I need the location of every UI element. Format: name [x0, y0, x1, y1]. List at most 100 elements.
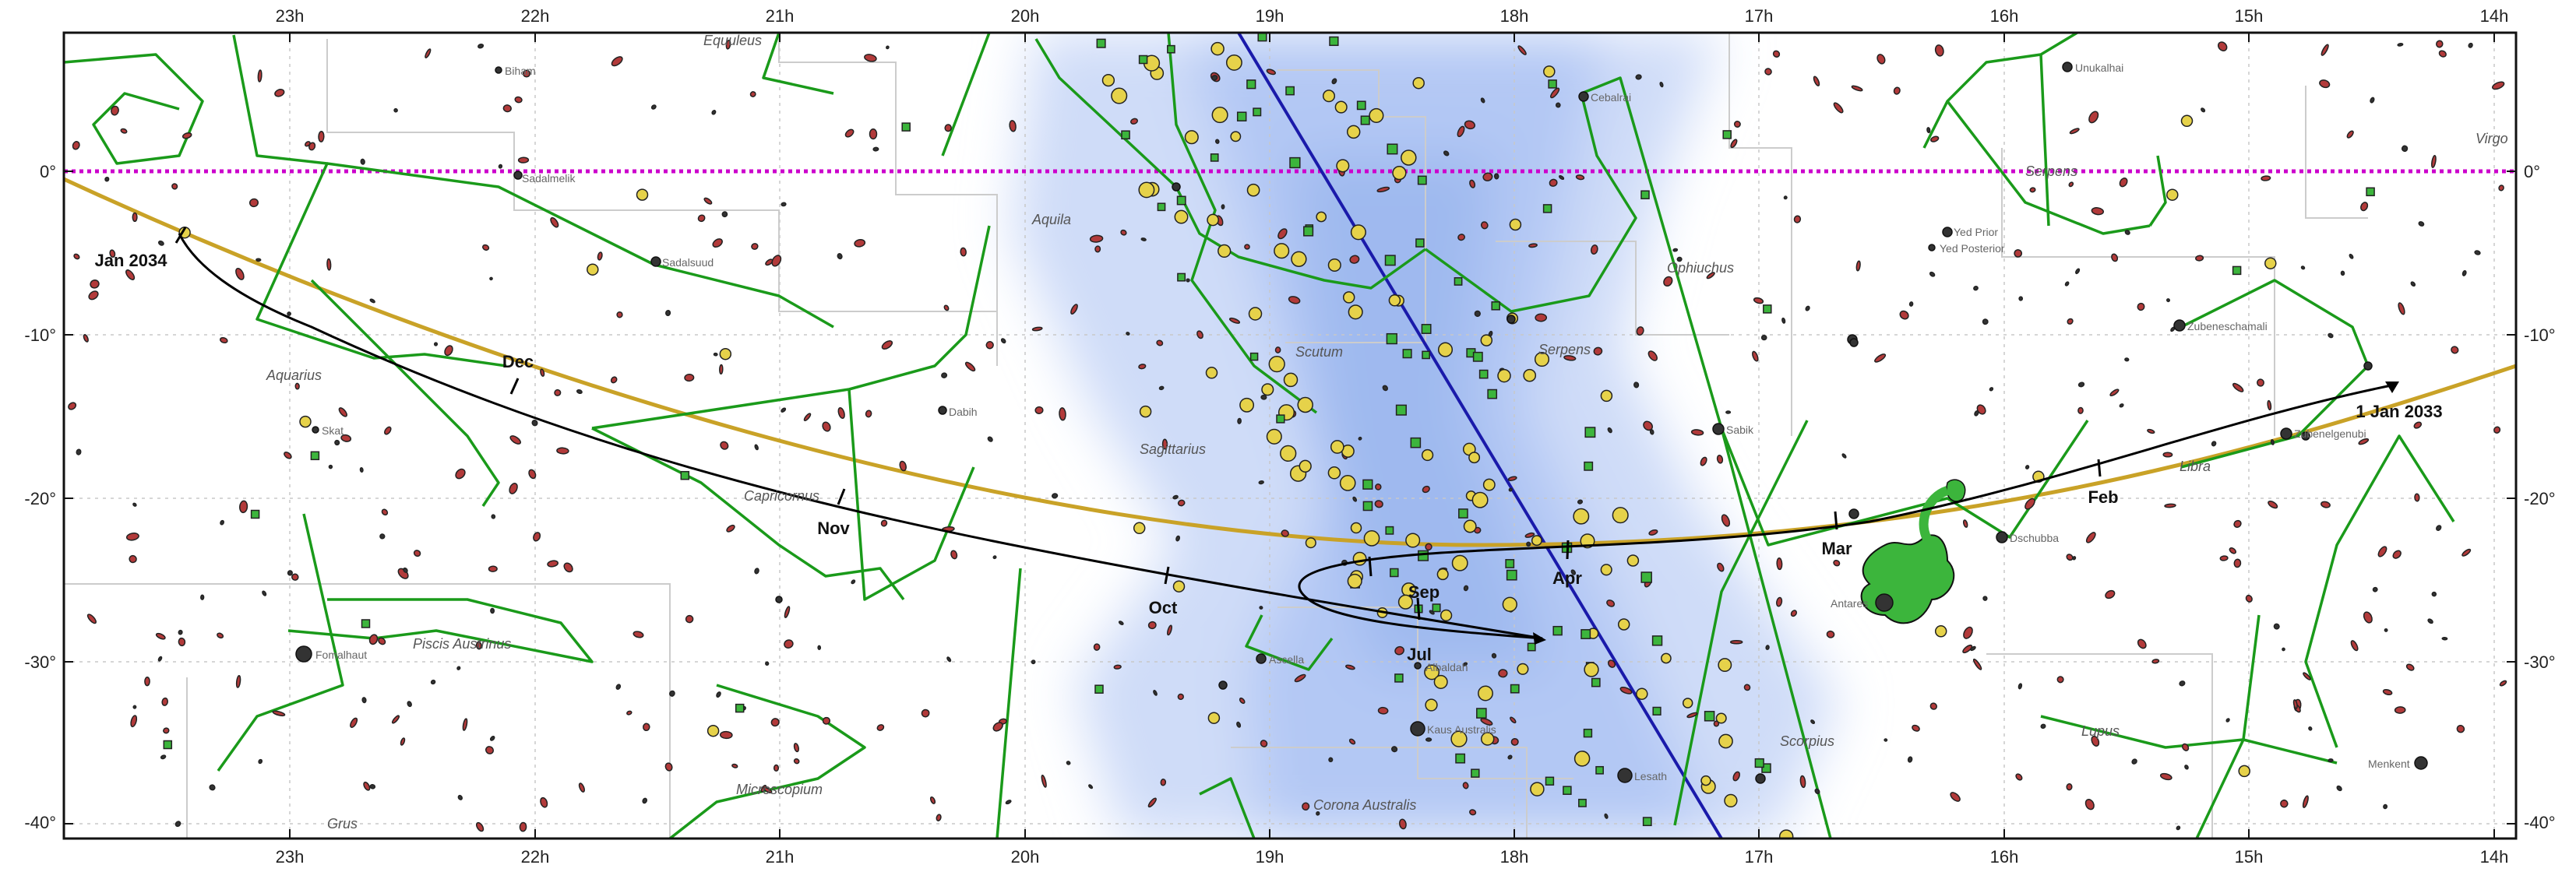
open-cluster: [1210, 153, 1219, 162]
globular-cluster: [1342, 291, 1355, 304]
background-star: [1555, 102, 1561, 108]
open-cluster: [1422, 350, 1430, 360]
background-star: [2040, 723, 2046, 729]
background-star: [1469, 179, 1476, 188]
background-star: [2091, 735, 2100, 747]
background-star: [2217, 41, 2228, 51]
background-star: [1647, 350, 1658, 361]
globular-cluster: [1450, 730, 1468, 747]
background-star: [2350, 640, 2359, 652]
background-star: [482, 244, 490, 251]
globular-cluster: [1316, 211, 1327, 223]
open-cluster: [250, 509, 260, 519]
background-star: [1374, 500, 1383, 508]
background-star: [1177, 499, 1186, 507]
background-star: [1443, 150, 1450, 156]
background-star: [2166, 298, 2170, 303]
background-star: [851, 579, 856, 585]
background-star: [1031, 659, 1036, 665]
background-star: [1425, 543, 1432, 551]
background-star: [425, 48, 432, 58]
track-labels: 1 Jan 2033 Feb Mar Apr Jul Sep Oct Nov D…: [95, 251, 2443, 664]
globular-cluster: [1369, 107, 1384, 123]
background-star: [502, 104, 512, 113]
open-cluster: [1418, 550, 1429, 561]
ra-tick-bottom: 19h: [1256, 847, 1284, 867]
background-star: [1907, 756, 1913, 763]
globular-cluster: [1471, 491, 1489, 508]
background-star: [2438, 50, 2447, 58]
background-star: [1358, 436, 1362, 441]
background-star: [2056, 676, 2064, 684]
background-star: [255, 258, 262, 262]
open-cluster: [2366, 187, 2375, 197]
background-star: [1893, 86, 1901, 95]
background-star: [73, 253, 80, 260]
background-star: [2451, 346, 2459, 354]
background-star: [1930, 135, 1940, 142]
globular-cluster: [1523, 368, 1537, 382]
background-star: [1974, 410, 1979, 417]
background-star: [125, 533, 139, 541]
background-star: [763, 786, 773, 794]
open-cluster: [1584, 427, 1596, 438]
background-star: [2257, 378, 2264, 387]
background-star: [1089, 234, 1104, 243]
background-star: [1507, 476, 1517, 481]
ra-tick-top: 23h: [276, 6, 305, 26]
background-star: [2261, 175, 2271, 181]
star-sadalsuud: [650, 256, 661, 267]
background-star: [1126, 332, 1130, 336]
globular-cluster: [1174, 209, 1189, 224]
background-star: [1706, 272, 1715, 280]
star-label: Unukalhai: [2075, 62, 2123, 74]
background-star: [1526, 541, 1531, 547]
background-star: [2461, 548, 2472, 557]
open-cluster: [1640, 190, 1650, 199]
ra-tick-top: 20h: [1011, 6, 1040, 26]
background-star: [1550, 87, 1560, 99]
globular-cluster: [1718, 658, 1732, 673]
background-star: [462, 718, 468, 731]
background-star: [1348, 738, 1356, 745]
background-star: [1211, 75, 1218, 81]
background-star: [1729, 639, 1743, 645]
open-cluster: [1455, 753, 1466, 764]
ra-tick-top: 17h: [1745, 6, 1774, 26]
background-star: [1649, 429, 1654, 435]
background-star: [2105, 589, 2116, 600]
background-star: [1239, 697, 1246, 705]
open-cluster: [1285, 86, 1295, 96]
background-star: [2321, 44, 2329, 56]
star-fomalhaut: [295, 645, 312, 663]
background-star: [161, 697, 168, 706]
track-label: Sep: [1408, 582, 1440, 602]
background-star: [2292, 699, 2298, 709]
constellation-label: Lupus: [2081, 723, 2120, 739]
background-star: [1375, 483, 1382, 490]
background-star: [1725, 410, 1732, 414]
background-star: [485, 746, 494, 754]
open-cluster: [1506, 569, 1517, 581]
background-star: [2195, 255, 2204, 262]
background-star: [2025, 498, 2035, 510]
background-star: [2384, 628, 2388, 632]
open-cluster: [1542, 204, 1552, 213]
background-star: [155, 632, 166, 640]
background-star: [964, 361, 976, 372]
background-star: [1899, 310, 1909, 320]
open-cluster: [1387, 143, 1398, 155]
background-star: [258, 758, 263, 765]
background-star: [550, 216, 559, 228]
background-star: [2176, 825, 2181, 831]
open-cluster: [735, 703, 745, 713]
background-star: [340, 434, 352, 442]
ra-tick-top: 18h: [1500, 6, 1529, 26]
background-star: [719, 364, 724, 375]
background-star: [2069, 128, 2080, 135]
globular-cluster: [1280, 445, 1297, 462]
background-star: [929, 796, 936, 804]
background-star: [1457, 125, 1465, 138]
star-skat: [312, 426, 319, 434]
star-cebalrai: [1578, 91, 1589, 102]
